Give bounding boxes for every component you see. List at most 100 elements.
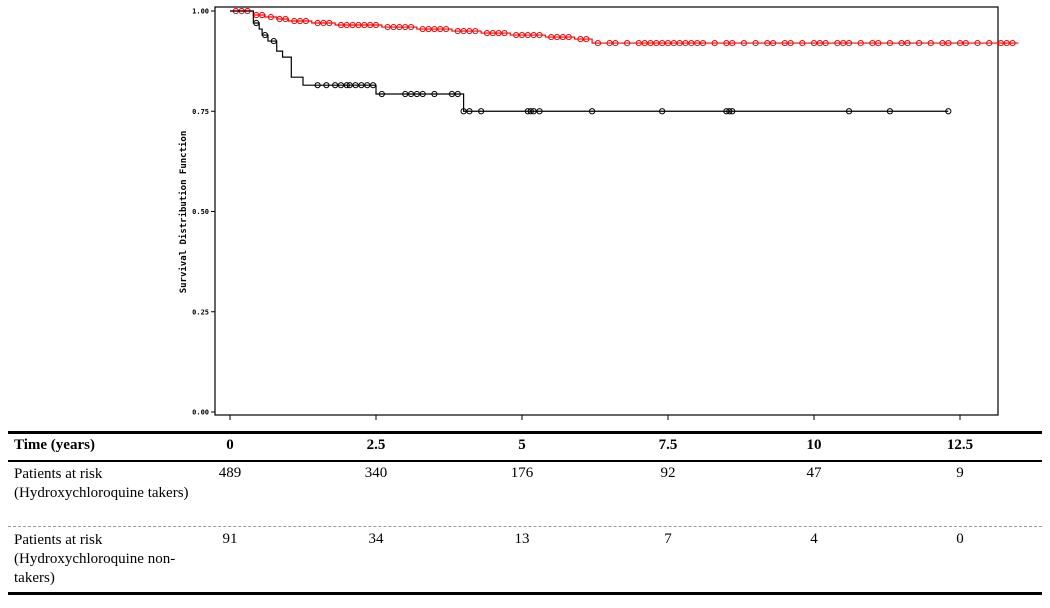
series-0-censor-mark [367, 21, 374, 29]
series-1-censor-mark [364, 82, 371, 89]
series-0-censor-mark [282, 15, 289, 23]
series-0-censor-mark [314, 19, 321, 27]
series-0-censor-mark [466, 27, 473, 35]
series-1-censor-mark [337, 82, 345, 89]
series-1-censor-mark [723, 108, 730, 115]
series-1-censor-mark [588, 108, 596, 115]
series-0-censor-mark [916, 39, 923, 47]
series-0-censor-mark [834, 39, 841, 47]
series-0-censor-mark [962, 39, 969, 47]
x-axis-ticks [229, 415, 961, 420]
series-layer [230, 7, 1019, 115]
series-0-censor-mark [939, 39, 946, 47]
series-0-censor-mark [740, 39, 748, 47]
series-0-censor-mark [904, 39, 911, 47]
series-0-censor-mark [483, 29, 491, 37]
series-0-censor-mark [431, 25, 438, 33]
series-0-censor-mark [594, 39, 602, 47]
series-0-censor-mark [670, 39, 677, 47]
series-1-censor-mark [454, 90, 461, 98]
series-0-censor-mark [320, 19, 327, 27]
series-0-censor-mark [425, 25, 432, 33]
series-0-censor-mark [857, 39, 864, 47]
series-1-censor-mark [253, 19, 260, 27]
series-0-censor-mark [524, 31, 531, 39]
series-0-censor-mark [612, 39, 619, 47]
y-tick-label: 0.00 [192, 409, 209, 417]
series-0-censor-mark [530, 31, 537, 39]
series-0-censor-mark [583, 35, 590, 43]
series-0-line [230, 10, 1019, 44]
y-tick-label: 0.75 [192, 108, 209, 116]
series-1-censor-mark [346, 82, 353, 89]
series-0-censor-mark [822, 39, 829, 47]
series-0-censor-mark [711, 39, 718, 47]
series-0-censor-mark [927, 39, 934, 47]
y-tick-label: 0.25 [192, 308, 209, 316]
series-0-censor-mark [956, 39, 964, 47]
series-0-censor-mark [553, 33, 561, 41]
series-0-censor-mark [659, 39, 666, 47]
series-0-censor-mark [513, 31, 520, 39]
series-0-censor-mark [349, 21, 356, 29]
series-0-censor-mark [641, 39, 648, 47]
series-0-censor-mark [647, 39, 654, 47]
series-0-censor-mark [259, 11, 266, 19]
series-0-censor-mark [770, 39, 777, 47]
series-0-censor-mark [974, 39, 981, 47]
series-0-censor-mark [986, 39, 993, 47]
series-1-censor-mark [378, 90, 385, 98]
series-1-censor-mark [478, 108, 485, 115]
series-1-line [230, 10, 949, 112]
series-0-censor-mark [886, 39, 894, 47]
series-1-censor-mark [352, 82, 359, 89]
series-0-censor-mark [454, 27, 461, 35]
series-0-censor-mark [1003, 39, 1010, 47]
series-0-censor-mark [267, 13, 274, 21]
series-1-censor-mark [659, 108, 666, 115]
series-0-censor-mark [752, 39, 759, 47]
series-0-censor-mark [682, 39, 689, 47]
series-0-censor-mark [624, 39, 631, 47]
series-0-censor-mark [898, 39, 905, 47]
series-1-censor-mark [886, 108, 894, 115]
series-1-censor-mark [530, 108, 537, 115]
series-1-censor-mark [945, 108, 952, 115]
plot-frame [214, 6, 999, 416]
series-1-censor-mark [527, 108, 534, 115]
series-1-censor-mark [369, 82, 377, 89]
series-1-censor-mark [726, 108, 733, 115]
series-0-censor-mark [291, 17, 298, 25]
series-0-censor-mark [337, 21, 345, 29]
series-0-censor-mark [869, 39, 876, 47]
series-0-censor-mark [396, 23, 403, 31]
series-0-censor-mark [606, 39, 613, 47]
series-0-censor-mark [875, 39, 882, 47]
y-axis-ticks: 0.00 0.25 0.50 0.75 1.00 [192, 8, 215, 417]
series-1-censor-mark [536, 108, 543, 115]
series-0-censor-mark [694, 39, 701, 47]
series-0-censor-mark [390, 23, 397, 31]
series-0-censor-mark [840, 39, 847, 47]
series-0-censor-mark [372, 21, 380, 29]
series-0-censor-mark [729, 39, 736, 47]
series-0-censor-mark [518, 31, 526, 39]
series-1-censor-mark [419, 90, 426, 98]
series-1-censor-mark [358, 82, 365, 89]
series-0-censor-mark [688, 39, 695, 47]
series-0-censor-mark [764, 39, 771, 47]
series-1-censor-mark [413, 90, 420, 98]
series-1-censor-mark [431, 90, 438, 98]
series-0-censor-mark [489, 29, 496, 37]
series-1-censor-mark [407, 90, 415, 98]
series-1-censor-mark [402, 90, 409, 98]
series-1-censor-mark [524, 108, 531, 115]
series-1-censor-mark [332, 82, 339, 89]
series-0-censor-mark [472, 27, 479, 35]
series-1-censor-mark [448, 90, 456, 98]
series-0-censor-mark [577, 35, 584, 43]
series-0-censor-mark [810, 39, 818, 47]
series-0-censor-mark [343, 21, 350, 29]
series-0-censor-mark [845, 39, 853, 47]
series-0-censor-mark [676, 39, 683, 47]
